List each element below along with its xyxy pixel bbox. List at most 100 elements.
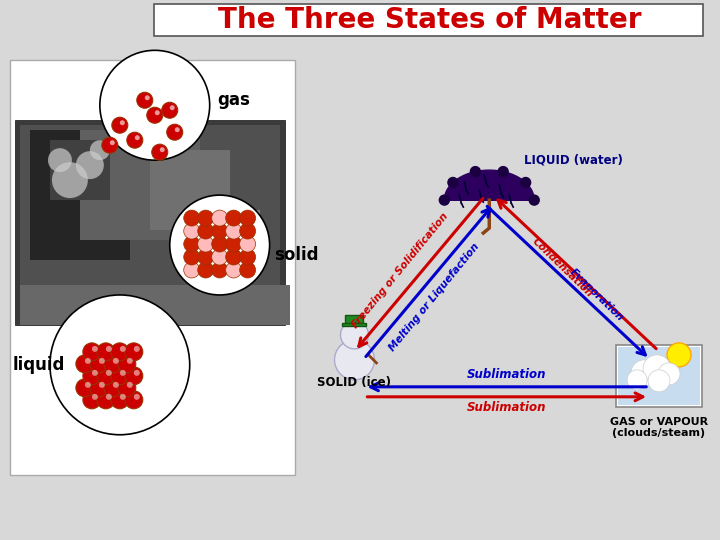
Bar <box>10 60 294 475</box>
Text: Sublimation: Sublimation <box>467 368 546 381</box>
Bar <box>343 323 366 326</box>
Circle shape <box>120 394 126 400</box>
Circle shape <box>90 379 108 397</box>
Circle shape <box>225 210 242 226</box>
Circle shape <box>92 346 98 352</box>
Circle shape <box>120 346 126 352</box>
Circle shape <box>212 236 228 252</box>
Circle shape <box>212 223 228 239</box>
Circle shape <box>160 147 165 152</box>
Circle shape <box>225 223 242 239</box>
Circle shape <box>198 223 214 239</box>
Circle shape <box>90 355 108 373</box>
Circle shape <box>76 355 94 373</box>
Text: Condensation: Condensation <box>530 236 594 299</box>
Circle shape <box>134 370 140 376</box>
Circle shape <box>170 105 175 110</box>
Circle shape <box>102 137 118 153</box>
Circle shape <box>184 262 199 278</box>
Circle shape <box>170 195 269 295</box>
Circle shape <box>529 195 539 205</box>
Circle shape <box>100 50 210 160</box>
Circle shape <box>658 363 680 385</box>
Circle shape <box>137 92 153 108</box>
Bar <box>20 125 279 320</box>
Polygon shape <box>444 170 534 200</box>
Circle shape <box>631 360 657 386</box>
Circle shape <box>111 367 129 385</box>
Text: Sublimation: Sublimation <box>467 401 546 414</box>
Text: SOLID (ice): SOLID (ice) <box>318 376 392 389</box>
Circle shape <box>127 382 132 388</box>
Circle shape <box>134 394 140 400</box>
Circle shape <box>439 195 449 205</box>
Circle shape <box>162 102 178 118</box>
Circle shape <box>225 236 242 252</box>
Circle shape <box>83 391 101 409</box>
Circle shape <box>99 382 105 388</box>
Circle shape <box>198 262 214 278</box>
Circle shape <box>135 135 140 140</box>
Bar <box>20 285 289 325</box>
Bar <box>618 347 700 405</box>
Circle shape <box>448 178 458 187</box>
Circle shape <box>184 249 199 265</box>
Circle shape <box>240 210 256 226</box>
Circle shape <box>97 391 114 409</box>
Circle shape <box>152 144 168 160</box>
Circle shape <box>184 236 199 252</box>
Bar <box>180 210 260 270</box>
Circle shape <box>225 262 242 278</box>
Circle shape <box>134 346 140 352</box>
Circle shape <box>667 343 691 367</box>
Circle shape <box>155 110 160 115</box>
Text: gas: gas <box>217 91 251 109</box>
Circle shape <box>106 394 112 400</box>
Bar <box>616 345 702 407</box>
Circle shape <box>167 124 183 140</box>
Circle shape <box>125 343 143 361</box>
Circle shape <box>85 382 91 388</box>
Circle shape <box>240 236 256 252</box>
Circle shape <box>127 358 132 364</box>
Circle shape <box>106 370 112 376</box>
Circle shape <box>627 370 647 390</box>
Circle shape <box>198 249 214 265</box>
Circle shape <box>85 358 91 364</box>
Circle shape <box>212 249 228 265</box>
Circle shape <box>240 249 256 265</box>
Bar <box>346 315 364 325</box>
Circle shape <box>521 178 531 187</box>
Circle shape <box>83 343 101 361</box>
Bar <box>15 120 284 325</box>
Circle shape <box>92 370 98 376</box>
Bar <box>50 140 110 200</box>
Circle shape <box>99 358 105 364</box>
Circle shape <box>113 382 119 388</box>
Circle shape <box>184 223 199 239</box>
Circle shape <box>198 210 214 226</box>
Circle shape <box>648 370 670 392</box>
Circle shape <box>212 262 228 278</box>
Text: solid: solid <box>274 246 319 264</box>
Circle shape <box>76 151 104 179</box>
Circle shape <box>50 295 189 435</box>
Circle shape <box>83 367 101 385</box>
Circle shape <box>240 223 256 239</box>
Circle shape <box>145 95 150 100</box>
Circle shape <box>111 343 129 361</box>
Circle shape <box>104 379 122 397</box>
Circle shape <box>120 370 126 376</box>
Circle shape <box>113 358 119 364</box>
Circle shape <box>118 379 136 397</box>
Circle shape <box>48 148 72 172</box>
Circle shape <box>106 346 112 352</box>
Bar <box>80 130 199 240</box>
Circle shape <box>76 379 94 397</box>
Text: liquid: liquid <box>13 356 66 374</box>
Circle shape <box>147 107 163 123</box>
Bar <box>30 130 130 260</box>
Text: Freezing or Solidification: Freezing or Solidification <box>350 211 450 330</box>
Circle shape <box>127 132 143 148</box>
Circle shape <box>118 355 136 373</box>
